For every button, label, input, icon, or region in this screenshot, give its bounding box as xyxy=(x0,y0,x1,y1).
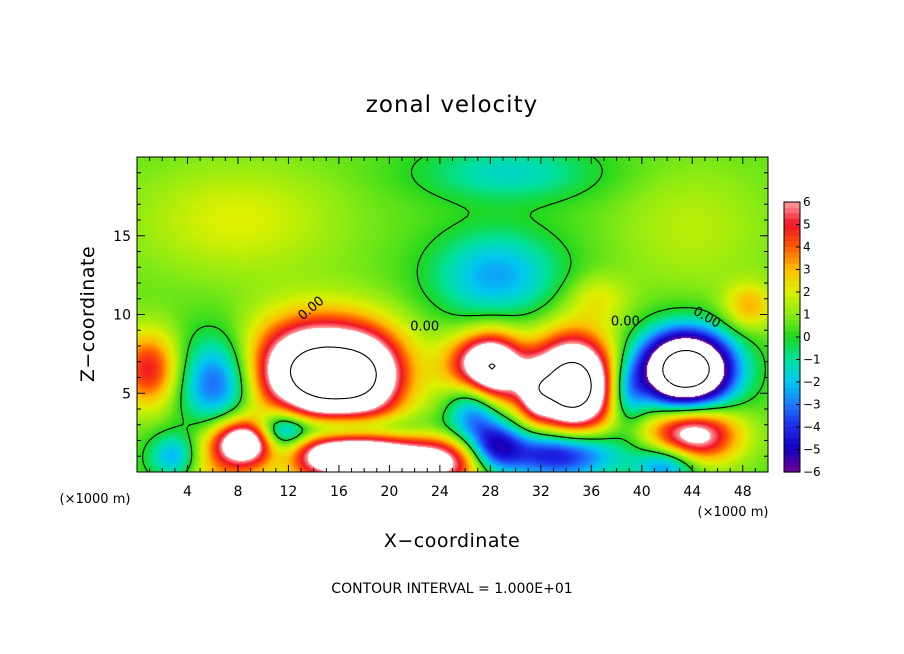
colorbar-tick-label: −6 xyxy=(803,465,821,479)
colorbar-segment xyxy=(784,280,800,287)
colorbar-segment xyxy=(784,258,800,265)
colorbar-tick-label: 3 xyxy=(803,263,811,277)
colorbar-segment xyxy=(784,427,800,434)
colorbar-tick-label: −3 xyxy=(803,398,821,412)
colorbar-segment xyxy=(784,432,800,439)
colorbar-segment xyxy=(784,202,800,209)
colorbar-tick-label: 0 xyxy=(803,330,811,344)
x-tick-label: 48 xyxy=(734,484,752,500)
colorbar-segment xyxy=(784,365,800,372)
plot-area: 0.000.00 0.00 0.00 xyxy=(136,156,769,473)
contour-negative xyxy=(662,349,710,388)
x-tick-label: 20 xyxy=(380,484,398,500)
colorbar-segment xyxy=(784,353,800,361)
colorbar-segment xyxy=(784,455,800,462)
contour-value-label: 0.00 xyxy=(611,315,640,330)
colorbar-segment xyxy=(784,218,800,226)
colorbar-segment xyxy=(784,331,800,338)
colorbar-segment xyxy=(784,207,800,214)
colorbar-segment xyxy=(784,370,800,377)
colorbar-segment xyxy=(784,213,800,220)
x-axis-ticks: 4 8 12 16 20 24 28 32 36 40 44 48 xyxy=(149,157,756,500)
y-tick-label: 5 xyxy=(122,386,131,402)
contour-value-label: 0.00 xyxy=(410,319,439,334)
contour-line xyxy=(289,346,592,408)
colorbar-segment xyxy=(784,404,800,411)
colorbar-segment xyxy=(784,359,800,366)
x-tick-label: 36 xyxy=(582,484,600,500)
colorbar-segment xyxy=(784,320,800,327)
x-tick-label: 12 xyxy=(280,484,298,500)
colorbar-segment xyxy=(784,466,800,473)
colorbar-segment xyxy=(784,342,800,349)
contour-line xyxy=(142,156,766,473)
colorbar-tick-label: 5 xyxy=(803,218,811,232)
colorbar-segment xyxy=(784,376,800,383)
colorbar-segment xyxy=(784,286,800,293)
colorbar-segment xyxy=(784,263,800,271)
colorbar-segment xyxy=(784,252,800,259)
colorbar-segment xyxy=(784,449,800,456)
colorbar-segment xyxy=(784,393,800,400)
colorbar-segment xyxy=(784,387,800,394)
x-tick-label: 8 xyxy=(233,484,242,500)
colorbar-segment xyxy=(784,415,800,422)
y-axis-label: Z−coordinate xyxy=(77,246,99,382)
x-tick-label: 40 xyxy=(633,484,651,500)
y-tick-label: 10 xyxy=(113,308,131,324)
colorbar-segment xyxy=(784,247,800,254)
colorbar-segment xyxy=(784,398,800,406)
colorbar-segment xyxy=(784,235,800,242)
contour-interval-note: CONTOUR INTERVAL = 1.000E+01 xyxy=(331,581,572,597)
colorbar-segment xyxy=(784,438,800,445)
colorbar-segment xyxy=(784,410,800,417)
x-tick-label: 24 xyxy=(431,484,449,500)
colorbar-segment xyxy=(784,297,800,304)
colorbar-tick-label: −1 xyxy=(803,353,821,367)
colorbar-segment xyxy=(784,337,800,344)
colorbar-tick-label: −5 xyxy=(803,443,821,457)
x-tick-label: 16 xyxy=(330,484,348,500)
colorbar-segment xyxy=(784,275,800,282)
colorbar-tick-label: 1 xyxy=(803,308,811,322)
x-tick-label: 28 xyxy=(481,484,499,500)
x-tick-label: 4 xyxy=(183,484,192,500)
x-tick-label: 32 xyxy=(532,484,550,500)
colorbar-segment xyxy=(784,224,800,231)
colorbar-segment xyxy=(784,325,800,332)
colorbar-tick-label: −4 xyxy=(803,420,821,434)
colorbar-tick-label: −2 xyxy=(803,375,821,389)
colorbar-tick-label: 6 xyxy=(803,195,811,209)
contour-lines xyxy=(142,156,766,473)
colorbar-segment xyxy=(784,292,800,299)
colorbar-segment xyxy=(784,421,800,428)
colorbar-segment xyxy=(784,314,800,321)
y-tick-label: 15 xyxy=(113,229,131,245)
x-axis-label: X−coordinate xyxy=(384,530,520,552)
colorbar-segment xyxy=(784,308,800,316)
colorbar-segment xyxy=(784,460,800,467)
colorbar-segment xyxy=(784,303,800,310)
colorbar-segment xyxy=(784,443,800,451)
colorbar-segment xyxy=(784,230,800,237)
colorbar-segment xyxy=(784,269,800,276)
colorbar: 6 5 4 3 2 1 0 −1 −2 −3 −4 −5 −6 xyxy=(783,195,821,479)
y-axis-ticks: 5 10 15 xyxy=(113,172,768,457)
x-unit-right: (×1000 m) xyxy=(698,505,769,520)
colorbar-tick-label: 2 xyxy=(803,285,811,299)
colorbar-segment xyxy=(784,348,800,355)
x-unit-left: (×1000 m) xyxy=(60,492,131,507)
x-tick-label: 44 xyxy=(683,484,701,500)
colorbar-segment xyxy=(784,382,800,389)
colorbar-segment xyxy=(784,241,800,248)
chart-title: zonal velocity xyxy=(366,92,538,118)
colorbar-tick-label: 4 xyxy=(803,240,811,254)
